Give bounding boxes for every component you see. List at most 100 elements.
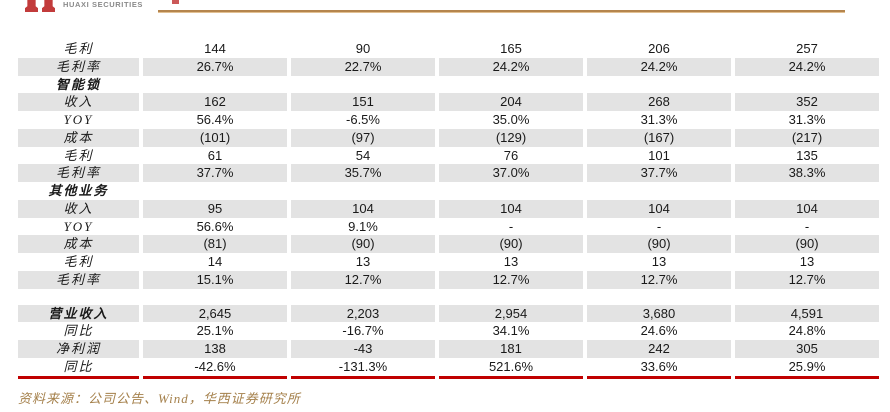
table-row: 收入 95 104 104 104 104: [18, 199, 879, 218]
table-row: 成本 (81) (90) (90) (90) (90): [18, 235, 879, 253]
row-label-cell: 毛利率: [18, 270, 139, 289]
value-cell: 101: [648, 147, 670, 163]
data-source-note: 资料来源：公司公告、Wind，华西证券研究所: [18, 391, 301, 406]
row-label-cell: 毛利: [63, 147, 94, 163]
value-cell: 24.6%: [640, 323, 678, 339]
row-label-cell: 成本: [18, 128, 139, 147]
table-row: 收入 162 151 204 268 352: [18, 93, 879, 111]
value-cell: 14: [207, 254, 223, 269]
value-cell: 76: [503, 147, 519, 163]
value-cell: 104: [735, 199, 879, 218]
value-cell: 24.2%: [587, 57, 731, 76]
table-row: 成本 (101) (97) (129) (167) (217): [18, 128, 879, 147]
value-cell: 104: [291, 199, 435, 218]
table-row: 同比 -42.6% -131.3% 521.6% 33.6% 25.9%: [18, 358, 879, 379]
row-label-cell: YOY: [63, 112, 94, 127]
value-cell: 34.1%: [492, 323, 530, 339]
value-cell: -42.6%: [143, 358, 287, 379]
value-cell: 12.7%: [439, 270, 583, 289]
value-cell: [143, 182, 287, 200]
value-cell: 15.1%: [143, 270, 287, 289]
value-cell: 56.6%: [196, 218, 234, 234]
logo-wordmark: HUAXI SECURITIES: [63, 0, 144, 9]
value-cell: 38.3%: [735, 164, 879, 182]
value-cell: (101): [143, 128, 287, 147]
value-cell: 24.2%: [439, 57, 583, 76]
value-cell: [735, 76, 879, 94]
value-cell: [291, 288, 435, 305]
row-label-cell: 成本: [18, 235, 139, 253]
value-cell: 204: [439, 93, 583, 111]
value-cell: 35.0%: [492, 112, 530, 127]
value-cell: (97): [291, 128, 435, 147]
value-cell: 2,954: [439, 304, 583, 323]
value-cell: 12.7%: [735, 270, 879, 289]
header-accent-rule: [158, 10, 845, 13]
value-cell: (129): [439, 128, 583, 147]
value-cell: 144: [204, 41, 226, 56]
row-label-cell: [18, 288, 139, 305]
value-cell: 37.0%: [439, 164, 583, 182]
value-cell: (90): [439, 235, 583, 253]
value-cell: 12.7%: [291, 270, 435, 289]
value-cell: 138: [143, 340, 287, 358]
value-cell: [439, 76, 583, 94]
value-cell: 37.7%: [587, 164, 731, 182]
financial-table: 毛利 144 90 165 206 257 毛利率 26.7% 22.7% 24.2% 24.2% 2…: [14, 40, 883, 379]
value-cell: 257: [796, 41, 818, 56]
value-cell: 25.1%: [196, 323, 234, 339]
value-cell: [735, 182, 879, 200]
row-label-cell: 营业收入: [18, 304, 139, 323]
value-cell: 31.3%: [640, 112, 678, 127]
value-cell: 54: [355, 147, 371, 163]
value-cell: [291, 76, 435, 94]
row-label-cell: 净利润: [18, 340, 139, 358]
value-cell: [143, 288, 287, 305]
value-cell: (90): [291, 235, 435, 253]
value-cell: 13: [355, 254, 371, 269]
value-cell: [439, 182, 583, 200]
value-cell: 352: [735, 93, 879, 111]
value-cell: 206: [648, 41, 670, 56]
table-row: 同比 25.1% -16.7% 34.1% 24.6% 24.8%: [18, 322, 879, 340]
value-cell: 35.7%: [291, 164, 435, 182]
value-cell: 24.2%: [735, 57, 879, 76]
value-cell: 26.7%: [143, 57, 287, 76]
table-row: 营业收入 2,645 2,203 2,954 3,680 4,591: [18, 304, 879, 323]
value-cell: (81): [143, 235, 287, 253]
value-cell: 181: [439, 340, 583, 358]
value-cell: -: [656, 218, 662, 234]
value-cell: 2,645: [143, 304, 287, 323]
row-label-cell: YOY: [63, 218, 94, 234]
value-cell: 13: [503, 254, 519, 269]
value-cell: (167): [587, 128, 731, 147]
value-cell: 521.6%: [439, 358, 583, 379]
value-cell: 13: [651, 254, 667, 269]
value-cell: 22.7%: [291, 57, 435, 76]
value-cell: 12.7%: [587, 270, 731, 289]
value-cell: (90): [587, 235, 731, 253]
table-row: YOY 56.6% 9.1% - - -: [18, 218, 879, 236]
value-cell: [587, 288, 731, 305]
value-cell: 4,591: [735, 304, 879, 323]
value-cell: [735, 288, 879, 305]
value-cell: (90): [735, 235, 879, 253]
value-cell: 9.1%: [348, 218, 378, 234]
value-cell: 56.4%: [196, 112, 234, 127]
huaxi-logo-icon: [25, 0, 55, 12]
spacer-row: [18, 288, 879, 305]
logo-pillar-right: [42, 0, 55, 12]
table-row: 毛利 14 13 13 13 13: [18, 253, 879, 271]
value-cell: -43: [291, 340, 435, 358]
value-cell: 268: [587, 93, 731, 111]
value-cell: 305: [735, 340, 879, 358]
row-label-cell: 收入: [18, 93, 139, 111]
row-label-cell: 同比: [63, 323, 94, 339]
value-cell: 162: [143, 93, 287, 111]
row-label-cell: 毛利: [63, 254, 94, 269]
value-cell: 13: [799, 254, 815, 269]
table-row: 毛利率 15.1% 12.7% 12.7% 12.7% 12.7%: [18, 270, 879, 289]
value-cell: 90: [355, 41, 371, 56]
value-cell: 151: [291, 93, 435, 111]
row-label-cell: 智能锁: [55, 76, 101, 92]
